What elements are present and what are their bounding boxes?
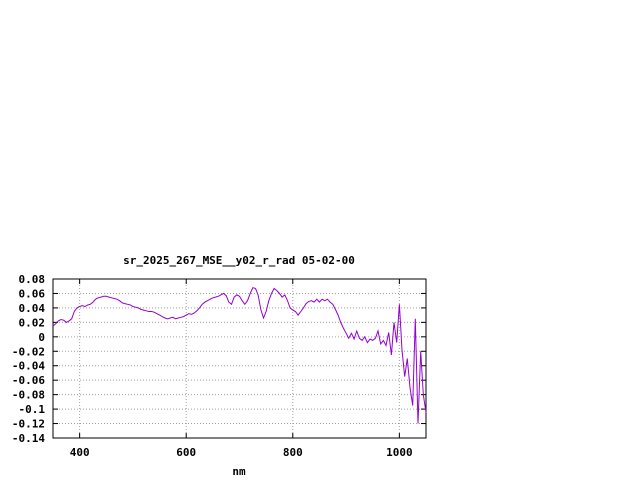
y-tick-label: -0.12 (12, 418, 45, 431)
x-tick-label: 600 (176, 446, 196, 459)
y-tick-label: -0.04 (12, 360, 45, 373)
y-tick-label: 0.04 (19, 302, 46, 315)
x-axis-label: nm (232, 465, 246, 478)
y-axis: 0.080.060.040.020-0.02-0.04-0.06-0.08-0.… (12, 273, 426, 445)
x-tick-label: 800 (283, 446, 303, 459)
y-tick-label: -0.08 (12, 389, 45, 402)
x-axis: 400 600 800 1000 (70, 279, 413, 459)
y-tick-label: -0.14 (12, 432, 45, 445)
y-tick-label: 0 (38, 331, 45, 344)
y-tick-label: 0.08 (19, 273, 46, 286)
series-line (52, 287, 427, 424)
chart-title: sr_2025_267_MSE__y02_r_rad 05-02-00 (123, 254, 355, 267)
y-tick-label: 0.02 (19, 316, 46, 329)
y-tick-label: -0.02 (12, 345, 45, 358)
grid-lines (53, 279, 426, 438)
y-tick-label: -0.06 (12, 374, 45, 387)
plot-frame (52, 278, 427, 439)
y-tick-label: -0.1 (19, 403, 46, 416)
y-tick-label: 0.06 (19, 287, 46, 300)
x-tick-label: 1000 (386, 446, 413, 459)
x-tick-label: 400 (70, 446, 90, 459)
